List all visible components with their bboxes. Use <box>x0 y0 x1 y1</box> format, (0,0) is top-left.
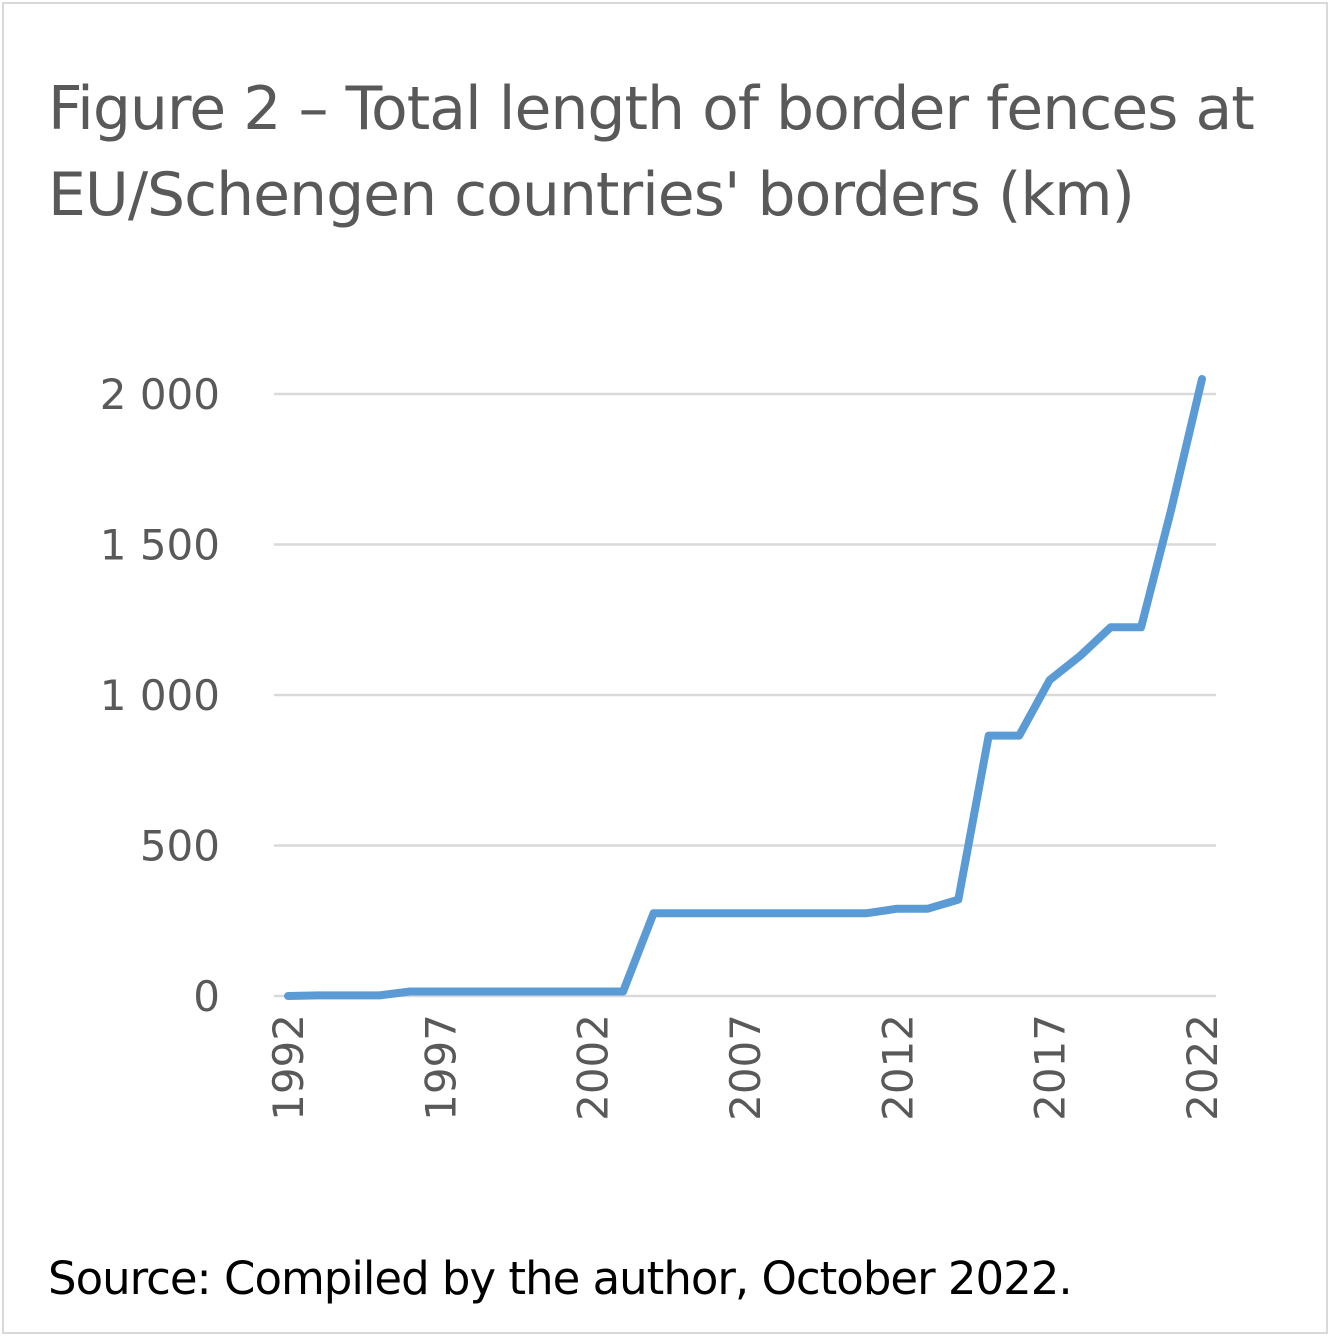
data-point-2022 <box>1199 376 1205 382</box>
data-point-1997 <box>437 989 443 995</box>
data-point-2009 <box>803 910 809 916</box>
data-point-2003 <box>620 989 626 995</box>
x-tick-label-3: 2007 <box>721 1014 770 1121</box>
data-point-2005 <box>681 910 687 916</box>
x-axis-labels: 1992 1997 2002 2007 2012 2017 2022 <box>264 1014 1227 1121</box>
y-tick-label-4: 2 000 <box>100 370 220 419</box>
chart-title: Figure 2 – Total length of border fences… <box>48 74 1255 230</box>
data-point-1996 <box>407 989 413 995</box>
y-tick-label-1: 500 <box>140 822 220 871</box>
x-tick-label-6: 2022 <box>1178 1014 1227 1121</box>
data-point-1993 <box>316 992 322 998</box>
data-point-2017 <box>1047 677 1053 683</box>
data-point-1998 <box>468 989 474 995</box>
data-point-2002 <box>590 989 596 995</box>
data-point-2001 <box>559 989 565 995</box>
series-layer <box>284 375 1206 1000</box>
y-tick-label-0: 0 <box>193 972 220 1021</box>
data-point-2012 <box>894 906 900 912</box>
data-point-2021 <box>1169 505 1175 511</box>
data-point-2016 <box>1016 733 1022 739</box>
data-point-2013 <box>925 906 931 912</box>
data-point-2006 <box>712 910 718 916</box>
data-point-2015 <box>986 733 992 739</box>
x-tick-label-5: 2017 <box>1026 1014 1075 1121</box>
line-chart: 0 500 1 000 1 500 2 000 1992 1997 2002 2007 2012… <box>100 370 1227 1121</box>
y-axis-labels: 0 500 1 000 1 500 2 000 <box>100 370 220 1021</box>
data-point-1994 <box>346 992 352 998</box>
x-tick-label-1: 1997 <box>416 1014 465 1121</box>
x-tick-label-2: 2002 <box>569 1014 618 1121</box>
data-point-2000 <box>529 989 535 995</box>
data-point-2007 <box>742 910 748 916</box>
series-line-0 <box>284 375 1206 1000</box>
data-point-2010 <box>833 910 839 916</box>
x-tick-label-0: 1992 <box>264 1014 313 1121</box>
data-point-1992 <box>285 993 291 999</box>
source-note: Source: Compiled by the author, October … <box>48 1252 1073 1305</box>
data-point-2004 <box>651 910 657 916</box>
data-point-2020 <box>1138 624 1144 630</box>
data-point-2008 <box>773 910 779 916</box>
y-tick-label-2: 1 000 <box>100 671 220 720</box>
data-point-1999 <box>498 989 504 995</box>
data-point-1995 <box>376 992 382 998</box>
data-point-2011 <box>864 910 870 916</box>
data-point-2018 <box>1077 653 1083 659</box>
y-tick-label-3: 1 500 <box>100 521 220 570</box>
gridlines <box>274 392 1216 998</box>
data-point-2019 <box>1108 624 1114 630</box>
data-point-2014 <box>955 897 961 903</box>
x-tick-label-4: 2012 <box>873 1014 922 1121</box>
